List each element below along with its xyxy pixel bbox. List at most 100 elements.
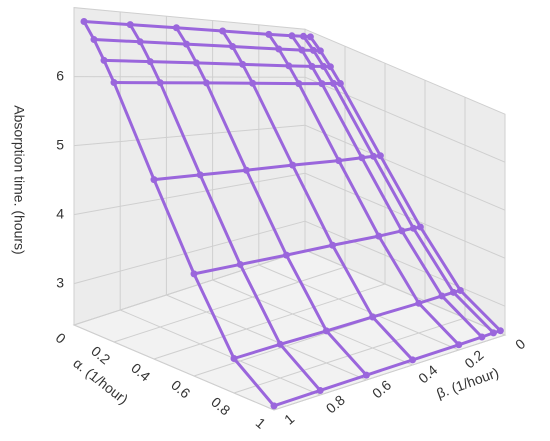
surface-line <box>82 20 276 407</box>
surface-point <box>409 356 417 364</box>
surface-point <box>275 45 283 53</box>
surface-point <box>415 299 423 307</box>
surface-line <box>175 26 368 377</box>
surface-point <box>316 47 324 55</box>
surface-point <box>375 232 383 240</box>
surface-point <box>80 18 88 26</box>
surface-point <box>295 80 303 88</box>
surface-point <box>416 223 424 231</box>
grid-line <box>73 172 306 216</box>
surface-point <box>306 33 314 41</box>
grid-line <box>73 124 306 147</box>
grid-line <box>73 76 306 78</box>
surface-point <box>362 371 370 379</box>
surface-point <box>285 62 293 70</box>
surface-point <box>376 152 384 160</box>
surface-point <box>202 79 210 87</box>
surface-point <box>146 58 154 66</box>
surface-point <box>478 333 486 341</box>
surface-point <box>369 313 377 321</box>
y-tick-label: 0.8 <box>323 391 348 416</box>
surface-point <box>326 63 334 71</box>
surface-point <box>90 36 98 44</box>
surface-point <box>150 176 158 184</box>
grid-line <box>304 220 506 307</box>
y-tick-label: 1 <box>281 410 297 427</box>
surface-point <box>496 327 504 335</box>
surface-point <box>455 341 463 349</box>
surface-point <box>336 80 344 88</box>
surface-point <box>335 157 343 165</box>
surface-point <box>409 224 417 232</box>
z-tick-label: 5 <box>56 136 64 152</box>
surface-point <box>298 46 306 54</box>
x-tick-label: 0.4 <box>128 360 153 385</box>
surface-point <box>236 260 244 268</box>
z-tick-label: 3 <box>56 274 64 290</box>
grid-line <box>113 266 346 343</box>
surface-point <box>182 40 190 48</box>
surface-point <box>100 56 108 64</box>
surface-point <box>438 292 446 300</box>
surface-point <box>192 59 200 67</box>
surface-point <box>126 21 134 29</box>
grid-line <box>273 334 506 411</box>
surface-point <box>249 79 257 87</box>
grid-line <box>120 309 321 396</box>
surface-point <box>230 355 238 362</box>
surface-point <box>449 288 457 296</box>
x-tick-label: 0.6 <box>168 377 193 402</box>
x-tick-label: 1 <box>253 414 269 431</box>
surface-point <box>282 251 290 259</box>
z-tick-label: 6 <box>56 67 64 83</box>
surface-point <box>369 152 377 160</box>
grid-line <box>73 220 306 285</box>
y-axis-title: β. (1/hour) <box>434 364 500 401</box>
surface-point <box>242 166 250 174</box>
surface-point <box>299 32 307 40</box>
surface-point <box>239 60 247 68</box>
surface-point <box>136 38 144 46</box>
surface-point <box>110 79 118 87</box>
y-tick-label: 0.6 <box>369 376 394 401</box>
surface-point <box>489 329 497 337</box>
grid-line <box>73 324 275 411</box>
surface-point <box>308 62 316 70</box>
grid-line <box>212 279 413 366</box>
x-tick-label: 0 <box>53 329 69 346</box>
y-tick-label: 0 <box>512 335 528 352</box>
surface-point <box>319 62 327 70</box>
surface-point <box>265 30 273 38</box>
grid-line <box>73 249 306 326</box>
surface-point <box>329 241 337 249</box>
surface-point <box>156 79 164 87</box>
surface-point <box>318 80 326 88</box>
surface-point <box>172 24 180 32</box>
surface-line <box>113 81 341 86</box>
grid-line <box>166 294 367 381</box>
surface-point <box>276 340 284 348</box>
surface-point <box>190 270 198 278</box>
surface-line <box>128 23 322 392</box>
surface-point <box>270 402 278 410</box>
surface-point <box>358 154 366 162</box>
z-axis-title: Absorption time. (hours) <box>11 105 27 254</box>
surface-point <box>288 32 296 40</box>
surface-point <box>456 286 464 294</box>
surface-point <box>329 79 337 87</box>
grid-line <box>304 124 506 211</box>
surface-point <box>289 161 297 169</box>
grid-line <box>304 249 506 336</box>
x-tick-label: 0.8 <box>208 394 233 419</box>
z-tick-label: 4 <box>56 205 64 221</box>
grid-line <box>258 264 459 351</box>
surface-point <box>398 227 406 235</box>
surface-point <box>219 27 227 35</box>
surface-point <box>309 46 317 54</box>
y-tick-label: 0.4 <box>415 361 440 386</box>
surface-point <box>322 327 330 335</box>
surface-point <box>229 43 237 51</box>
surface-point <box>316 386 324 394</box>
surface-point <box>196 171 204 179</box>
